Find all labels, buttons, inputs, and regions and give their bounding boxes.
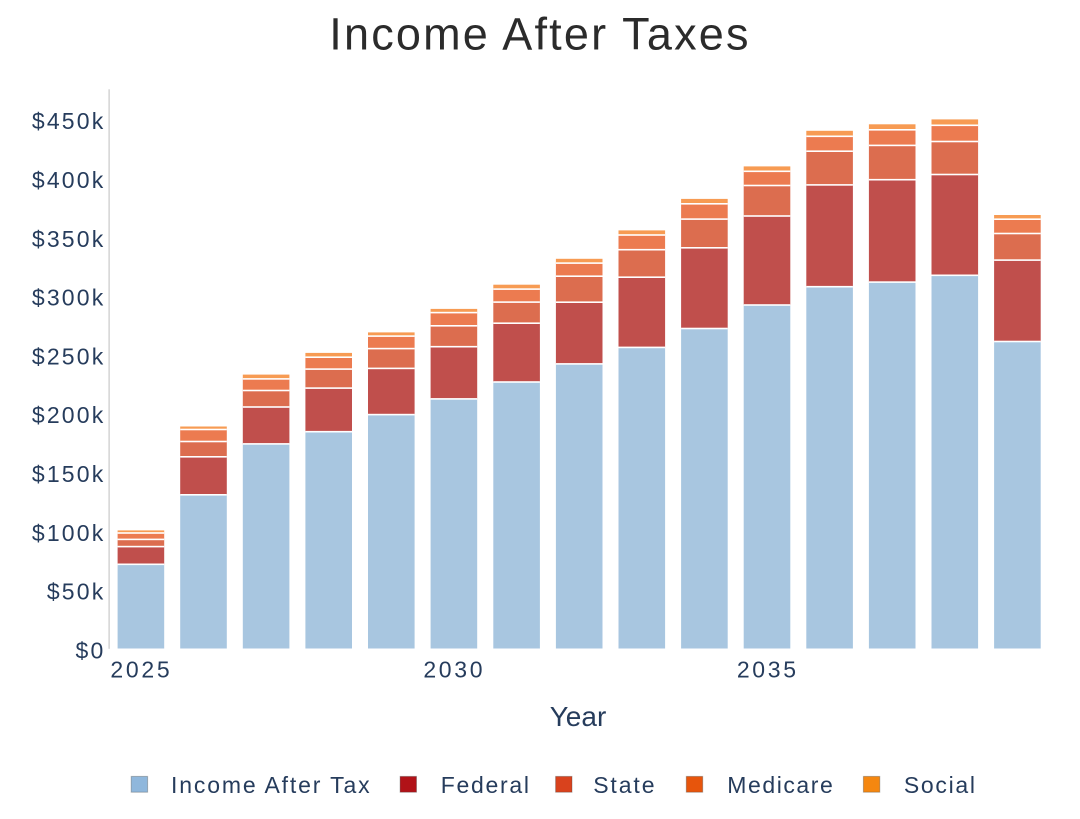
svg-text:State: State (593, 772, 656, 798)
svg-text:$250k: $250k (32, 343, 106, 369)
svg-text:Income After Taxes: Income After Taxes (329, 9, 750, 60)
svg-text:$300k: $300k (32, 285, 106, 311)
svg-text:Medicare: Medicare (727, 772, 834, 798)
svg-text:$100k: $100k (32, 520, 106, 546)
svg-text:Social: Social (904, 772, 977, 798)
svg-text:Income After Tax: Income After Tax (171, 772, 371, 798)
svg-text:$200k: $200k (32, 402, 106, 428)
svg-text:$400k: $400k (32, 167, 106, 193)
svg-text:$150k: $150k (32, 461, 106, 487)
svg-text:Federal: Federal (441, 772, 531, 798)
svg-text:2025: 2025 (110, 656, 172, 682)
svg-text:2030: 2030 (423, 656, 485, 682)
svg-text:2035: 2035 (737, 656, 799, 682)
svg-text:Year: Year (550, 701, 607, 732)
svg-text:$0: $0 (76, 637, 106, 663)
svg-text:$350k: $350k (32, 226, 106, 252)
svg-text:$450k: $450k (32, 108, 106, 134)
svg-text:$50k: $50k (47, 579, 106, 605)
